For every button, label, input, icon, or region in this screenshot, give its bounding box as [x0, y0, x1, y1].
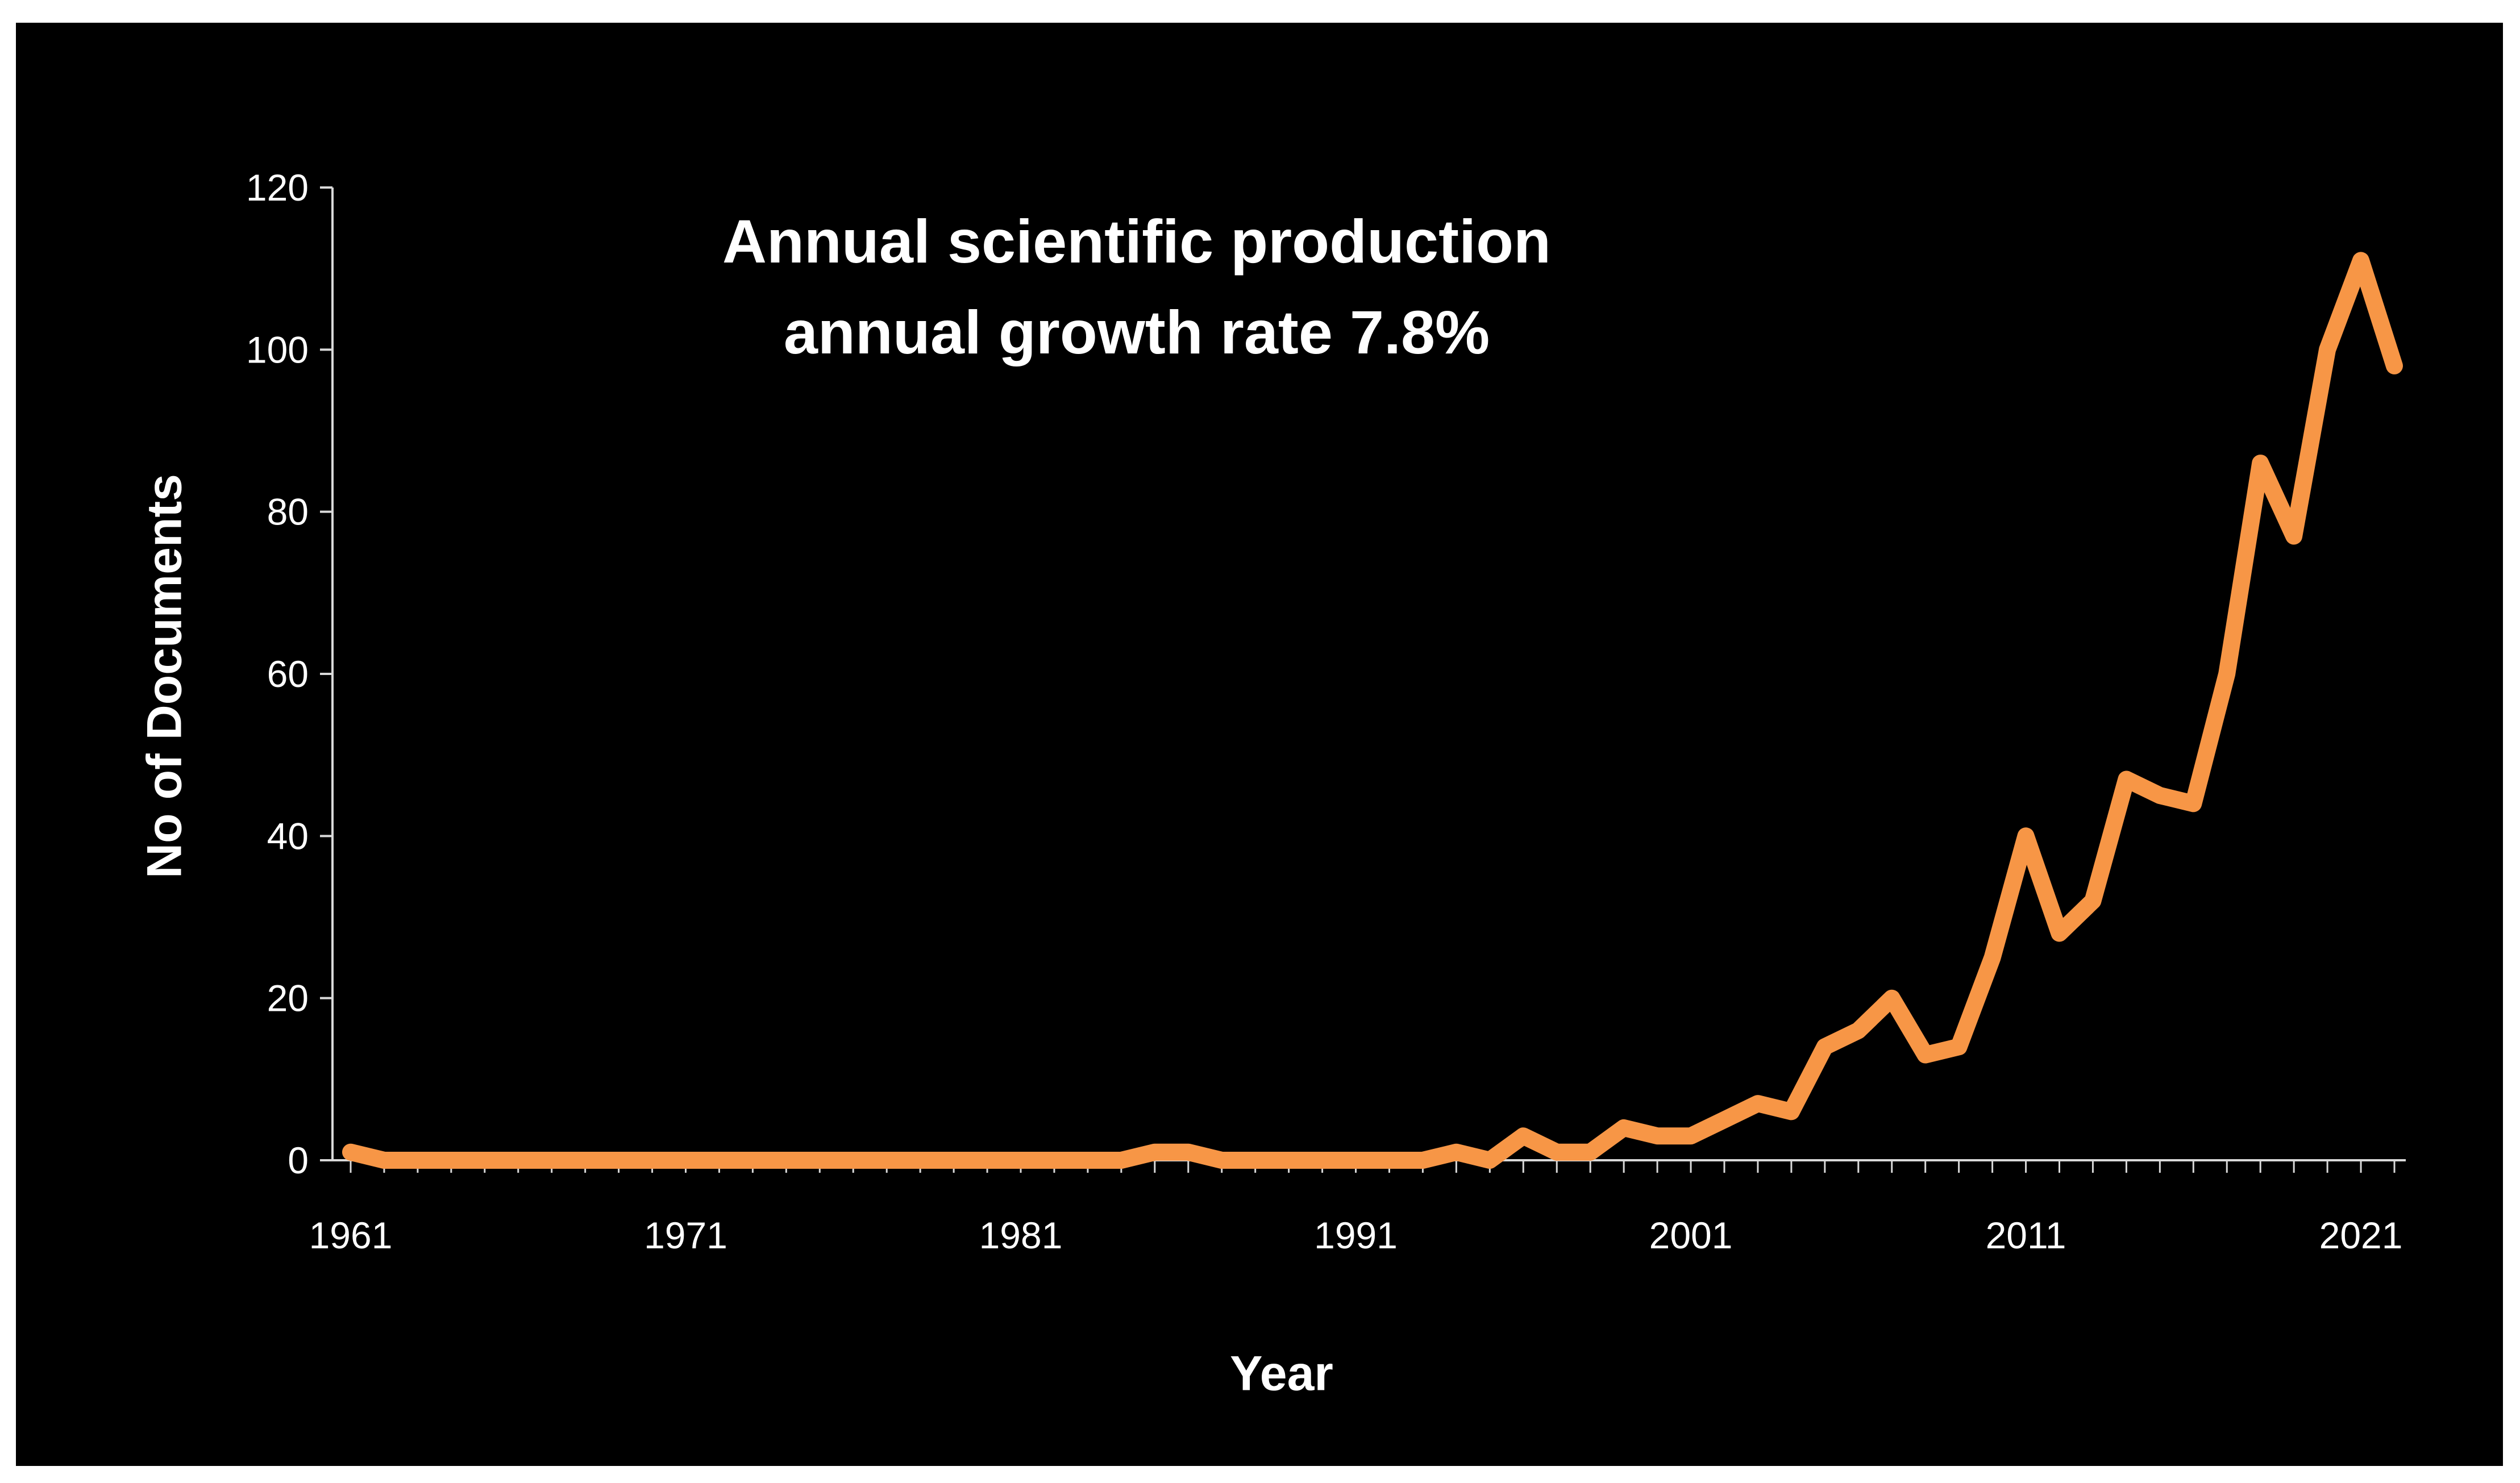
data-point: [481, 1157, 488, 1164]
data-point: [749, 1157, 756, 1164]
data-point: [2290, 533, 2297, 540]
x-tick-label: 2011: [1986, 1214, 2066, 1256]
data-point: [1754, 1100, 1761, 1107]
data-point: [1219, 1157, 1225, 1164]
data-point: [1486, 1157, 1493, 1164]
data-point: [1286, 1157, 1292, 1164]
chart-title-line-2: annual growth rate 7.8%: [783, 298, 1490, 366]
data-point: [1520, 1132, 1527, 1139]
data-point: [917, 1157, 924, 1164]
data-point: [1386, 1157, 1393, 1164]
y-tick-label: 20: [267, 977, 309, 1019]
data-point: [850, 1157, 856, 1164]
data-point: [1453, 1149, 1459, 1156]
data-point: [2257, 460, 2264, 466]
data-point: [1855, 1027, 1862, 1034]
data-point: [1185, 1149, 1192, 1156]
data-point: [2190, 800, 2197, 807]
data-point: [883, 1157, 890, 1164]
data-point: [1319, 1157, 1326, 1164]
data-point: [1419, 1157, 1426, 1164]
data-point: [515, 1157, 522, 1164]
data-point: [1252, 1157, 1259, 1164]
data-point: [2223, 670, 2230, 677]
data-point: [1788, 1108, 1795, 1115]
data-point: [1687, 1132, 1694, 1139]
data-point: [548, 1157, 555, 1164]
data-point: [1017, 1157, 1024, 1164]
data-point: [1620, 1124, 1627, 1131]
x-tick-label: 1971: [644, 1214, 727, 1256]
data-point: [1989, 954, 1996, 961]
data-point: [683, 1157, 689, 1164]
x-tick-label: 1991: [1314, 1214, 1398, 1256]
y-tick-label: 100: [246, 328, 309, 370]
data-point: [2156, 792, 2163, 799]
data-point: [1553, 1149, 1560, 1156]
data-point: [2056, 930, 2063, 937]
y-tick-label: 120: [246, 166, 309, 209]
x-tick-label: 1981: [979, 1214, 1063, 1256]
data-point: [1118, 1157, 1125, 1164]
data-point: [381, 1157, 388, 1164]
data-point: [1889, 995, 1895, 1002]
data-point: [2391, 363, 2398, 369]
data-point: [582, 1157, 589, 1164]
data-point: [1654, 1132, 1661, 1139]
data-point: [1822, 1043, 1828, 1050]
x-tick-label: 1961: [309, 1214, 393, 1256]
data-point: [1353, 1157, 1359, 1164]
data-point: [2123, 776, 2130, 783]
x-axis-label: Year: [1230, 1346, 1333, 1401]
data-point: [2089, 898, 2096, 905]
chart-title-line-1: Annual scientific production: [722, 207, 1552, 276]
y-tick-label: 60: [267, 653, 309, 695]
data-point: [649, 1157, 656, 1164]
x-tick-label: 2021: [2319, 1214, 2403, 1256]
data-point: [2023, 832, 2030, 839]
data-point: [1051, 1157, 1058, 1164]
data-point: [1922, 1052, 1929, 1059]
data-point: [1956, 1043, 1962, 1050]
data-point: [984, 1157, 991, 1164]
y-tick-label: 40: [267, 815, 309, 857]
data-point: [616, 1157, 622, 1164]
data-point: [2324, 346, 2331, 353]
chart-title: Annual scientific production annual grow…: [568, 196, 1705, 378]
data-point: [816, 1157, 823, 1164]
data-point: [950, 1157, 957, 1164]
data-point: [1084, 1157, 1091, 1164]
data-point: [716, 1157, 723, 1164]
data-point: [1151, 1149, 1158, 1156]
data-point: [2357, 257, 2364, 264]
y-tick-label: 80: [267, 491, 309, 533]
data-point: [783, 1157, 789, 1164]
data-point: [1721, 1117, 1728, 1123]
data-point: [347, 1149, 354, 1156]
chart-background: [16, 23, 2503, 1466]
y-tick-label: 0: [288, 1139, 309, 1181]
series-line-1: [342, 252, 2403, 1169]
data-point: [414, 1157, 421, 1164]
data-point: [1587, 1149, 1594, 1156]
x-tick-label: 2001: [1649, 1214, 1733, 1256]
data-point: [448, 1157, 455, 1164]
